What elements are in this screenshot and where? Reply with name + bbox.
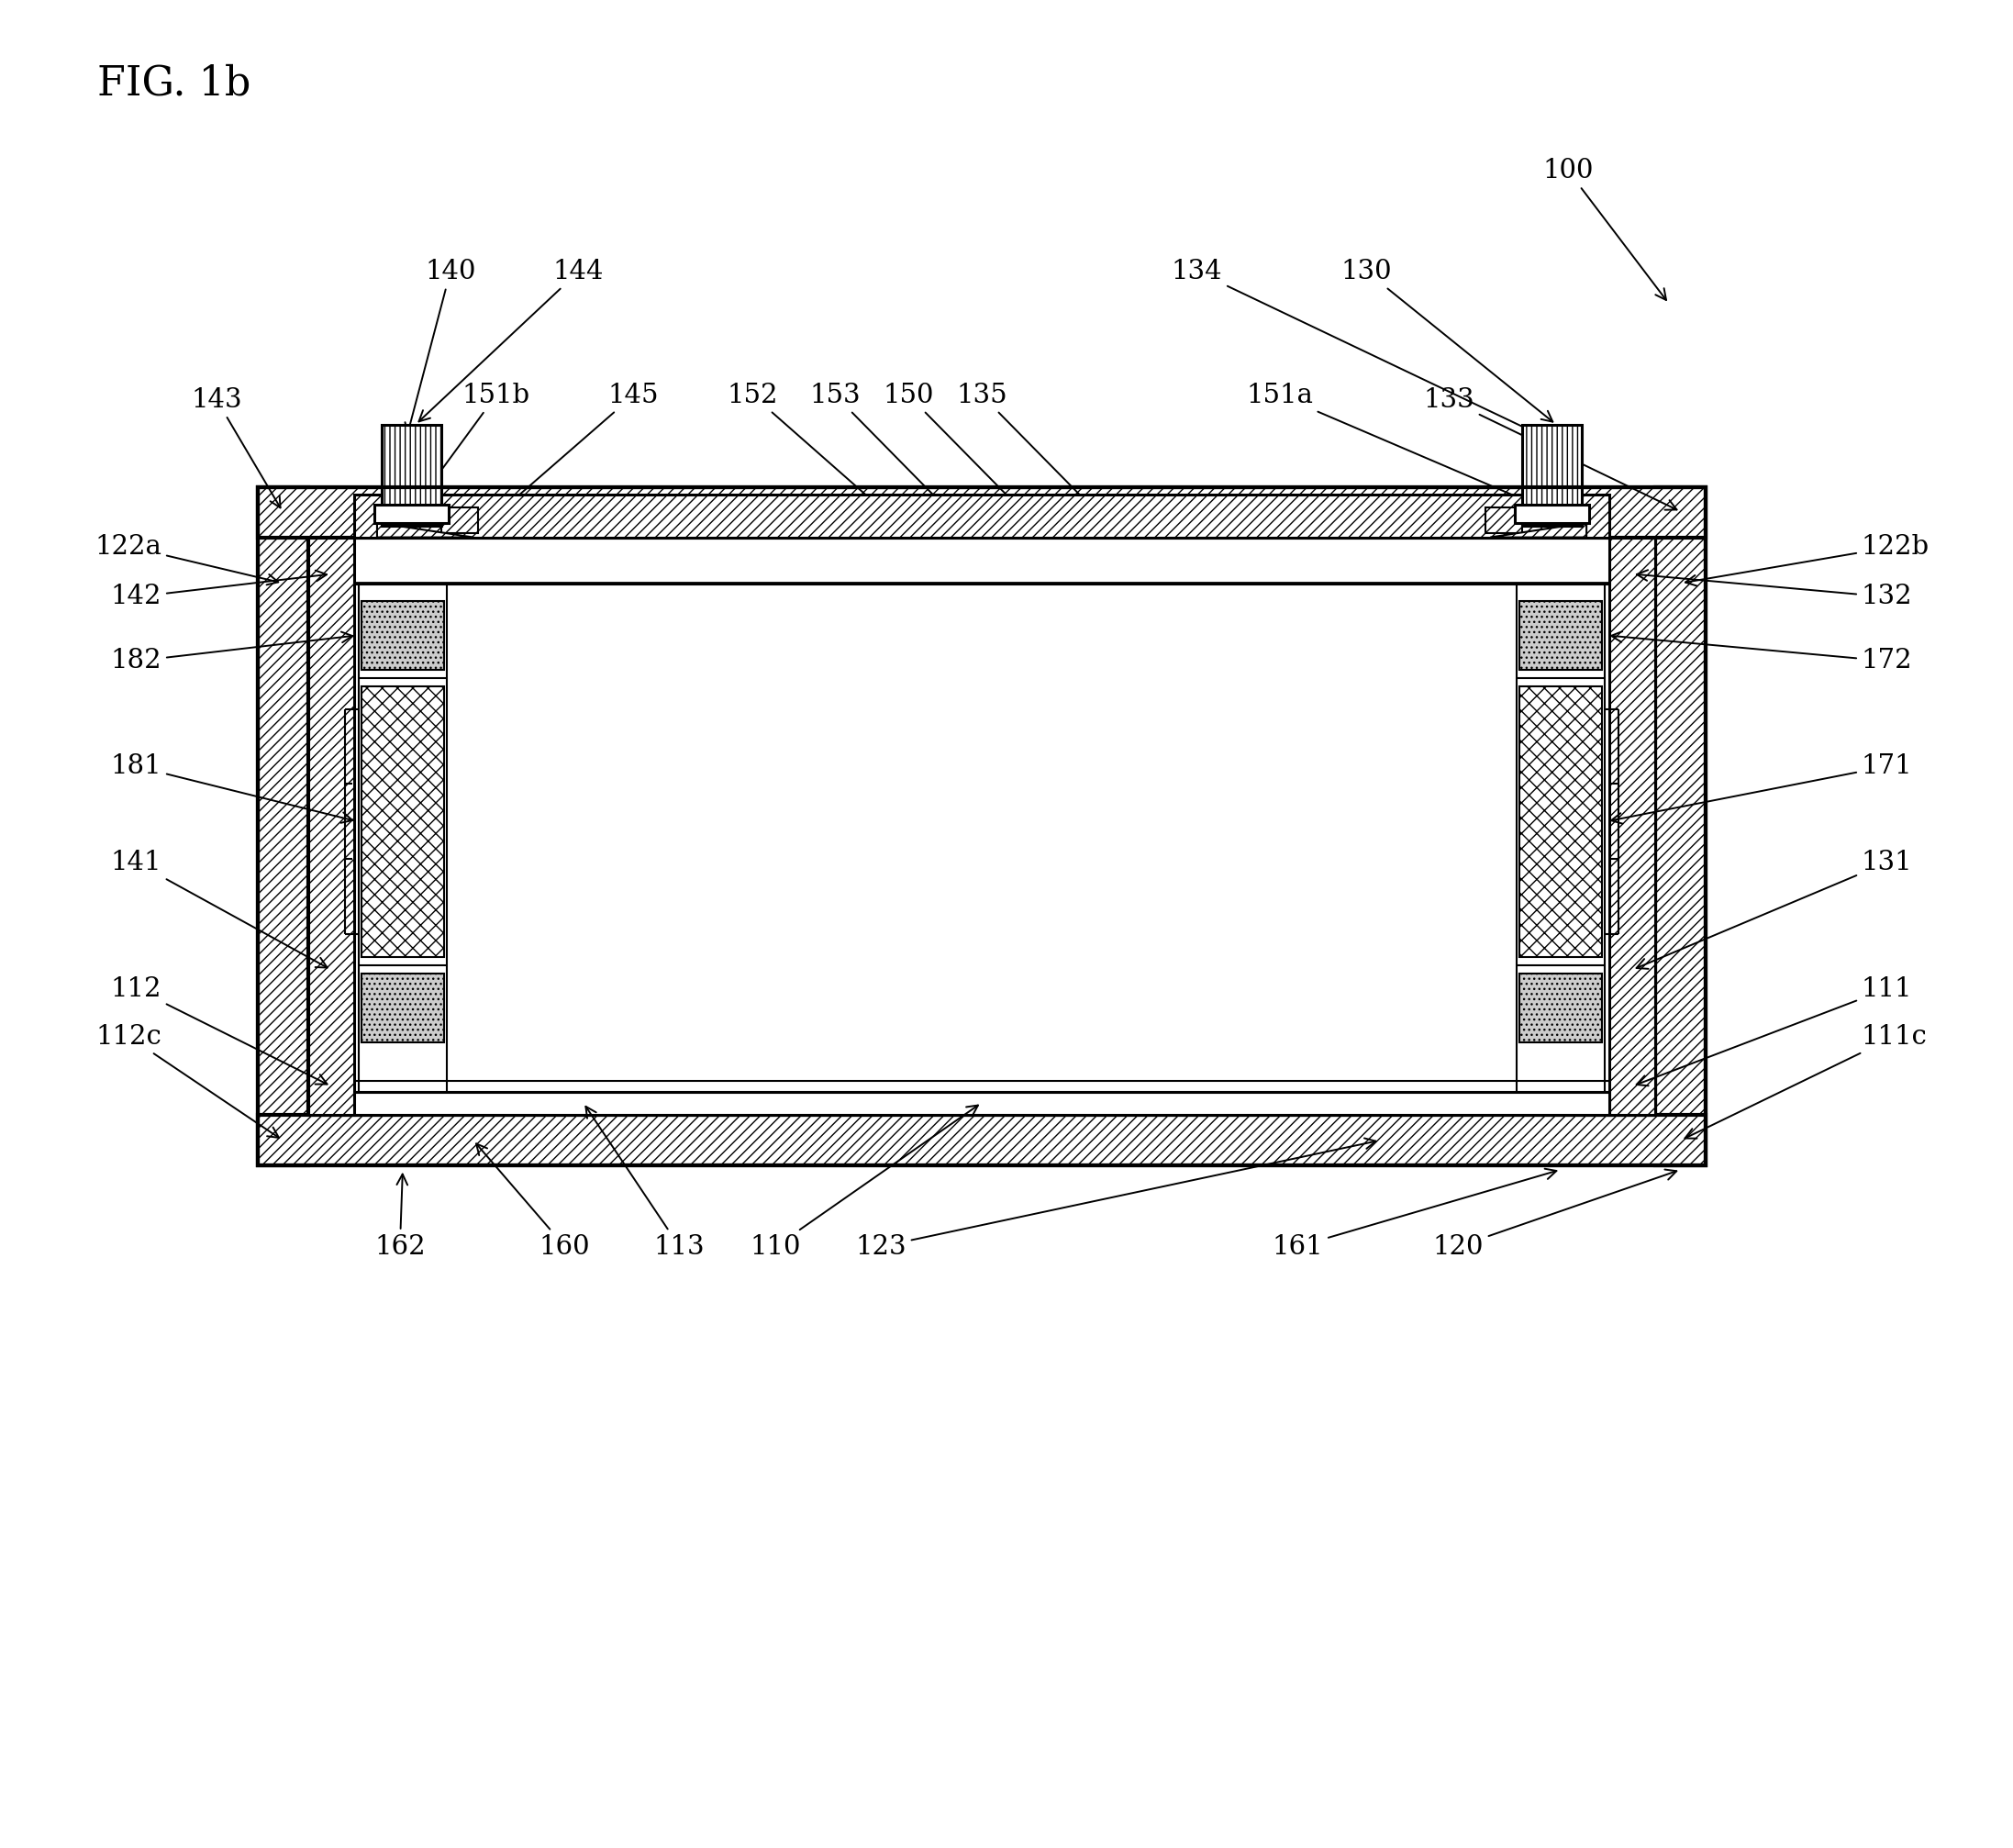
Bar — [1520, 974, 1602, 1042]
Text: 161: 161 — [1272, 1168, 1556, 1258]
Text: 141: 141 — [111, 850, 328, 968]
Text: 182: 182 — [111, 632, 352, 675]
Text: 160: 160 — [477, 1144, 590, 1258]
Bar — [1520, 687, 1602, 957]
Text: 151a: 151a — [1246, 383, 1548, 510]
Bar — [374, 505, 449, 523]
Bar — [1608, 538, 1655, 1114]
Text: 143: 143 — [191, 386, 280, 508]
Bar — [308, 538, 1655, 1114]
Polygon shape — [376, 523, 473, 538]
Text: 140: 140 — [405, 259, 475, 434]
Text: 151b: 151b — [413, 383, 529, 508]
Bar — [1522, 425, 1582, 525]
Bar — [441, 506, 477, 532]
Text: 130: 130 — [1341, 259, 1552, 421]
Bar — [1486, 506, 1522, 532]
Text: 135: 135 — [956, 383, 1097, 514]
Bar — [1655, 486, 1705, 1164]
Bar — [354, 1092, 1608, 1114]
Bar — [362, 974, 445, 1042]
Text: 144: 144 — [419, 259, 604, 421]
Bar — [308, 538, 354, 1114]
Text: 171: 171 — [1610, 754, 1912, 824]
Text: 150: 150 — [884, 383, 1025, 514]
Text: 112c: 112c — [97, 1024, 280, 1138]
Text: 131: 131 — [1637, 850, 1912, 968]
Bar — [258, 486, 308, 1164]
Text: FIG. 1b: FIG. 1b — [97, 65, 252, 103]
Bar — [362, 601, 445, 671]
Text: 123: 123 — [856, 1138, 1375, 1258]
Text: 122b: 122b — [1685, 534, 1928, 586]
Text: 112: 112 — [111, 976, 328, 1085]
Text: 172: 172 — [1610, 632, 1912, 675]
Text: 111c: 111c — [1685, 1024, 1926, 1138]
Text: 111: 111 — [1637, 976, 1912, 1087]
Text: 153: 153 — [809, 383, 950, 514]
Text: 113: 113 — [586, 1107, 705, 1258]
Text: 133: 133 — [1423, 386, 1677, 510]
Bar — [382, 425, 441, 525]
Text: 134: 134 — [1172, 259, 1544, 436]
Text: 100: 100 — [1542, 157, 1667, 299]
Bar — [258, 1114, 1705, 1164]
Text: 162: 162 — [374, 1173, 425, 1258]
Text: 110: 110 — [751, 1105, 978, 1258]
Bar — [362, 687, 445, 957]
Bar — [258, 486, 1705, 1164]
Text: 142: 142 — [111, 571, 326, 610]
Text: 132: 132 — [1637, 569, 1912, 610]
Bar — [354, 538, 1608, 584]
Text: 181: 181 — [111, 754, 352, 822]
Text: 122a: 122a — [95, 534, 278, 584]
Bar — [1516, 505, 1588, 523]
Text: 120: 120 — [1433, 1170, 1677, 1258]
Bar — [258, 486, 1705, 538]
Text: 145: 145 — [495, 383, 658, 516]
Text: 152: 152 — [727, 383, 886, 514]
Polygon shape — [1490, 523, 1586, 538]
Bar — [1520, 601, 1602, 671]
Bar — [354, 493, 1608, 538]
